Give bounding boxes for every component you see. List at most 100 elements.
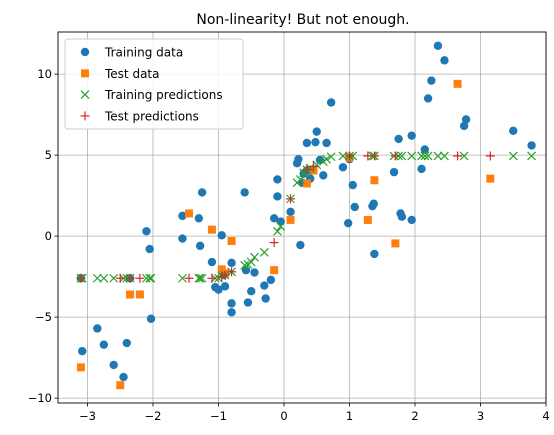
marker-stroke xyxy=(322,154,331,164)
test-data-point xyxy=(453,79,462,88)
training-predictions-point xyxy=(508,151,518,161)
training-predictions-point xyxy=(312,160,322,170)
training-data-point xyxy=(459,121,469,131)
y-tick-label: 5 xyxy=(45,148,52,162)
marker-stroke xyxy=(417,151,426,161)
training-predictions-point xyxy=(407,151,417,161)
training-data-point xyxy=(214,285,223,294)
marker-stroke xyxy=(433,151,443,161)
test-data-point xyxy=(370,176,379,185)
test-predictions-point xyxy=(485,151,495,161)
training-data-point xyxy=(440,56,449,65)
training-data-point xyxy=(93,324,102,333)
training-data-point xyxy=(527,141,536,150)
marker-stroke xyxy=(508,151,518,161)
y-tick-label: 10 xyxy=(37,67,52,81)
marker-stroke xyxy=(178,273,187,283)
test-predictions-point xyxy=(369,151,379,161)
test-data-point xyxy=(363,215,372,224)
training-data-point xyxy=(322,138,331,148)
training-data-point xyxy=(227,308,236,317)
legend-marker xyxy=(80,47,90,57)
test-predictions-point xyxy=(302,165,312,175)
marker-stroke xyxy=(407,151,417,161)
training-data-point xyxy=(197,188,207,197)
training-data-point xyxy=(407,215,416,225)
training-data-point xyxy=(250,268,259,277)
training-data-point xyxy=(260,281,269,290)
test-data-point xyxy=(227,236,236,245)
training-predictions-point xyxy=(433,151,443,161)
training-data-point xyxy=(394,134,403,144)
training-data-point xyxy=(178,211,187,221)
training-data-point xyxy=(217,231,226,240)
training-data-point xyxy=(227,258,236,268)
training-data-point xyxy=(220,282,230,291)
training-data-point xyxy=(370,249,379,259)
training-data-point xyxy=(420,145,430,154)
legend-marker xyxy=(80,111,90,121)
x-tick-label: 2 xyxy=(411,409,418,423)
training-data-point xyxy=(276,217,285,226)
training-data-point xyxy=(286,207,295,217)
training-data-point xyxy=(243,298,253,307)
test-predictions-point xyxy=(286,194,296,204)
y-tick-label: −10 xyxy=(28,391,52,405)
legend-entry: Test predictions xyxy=(80,109,199,123)
test-predictions-point xyxy=(135,273,145,283)
training-predictions-point xyxy=(92,273,102,283)
training-data-point xyxy=(146,314,156,323)
marker-stroke xyxy=(195,273,205,283)
y-tick-label: −5 xyxy=(35,310,52,324)
training-data-point xyxy=(433,41,443,50)
training-data-point xyxy=(389,167,399,177)
y-tick-label: 0 xyxy=(45,229,52,243)
x-tick-label: 4 xyxy=(542,409,549,423)
training-predictions-point xyxy=(195,273,205,283)
x-tick-label: 0 xyxy=(280,409,287,423)
training-predictions-point xyxy=(250,252,259,262)
training-data-point xyxy=(194,214,204,223)
x-tick-label: 1 xyxy=(346,409,353,423)
test-predictions-point xyxy=(227,267,237,277)
training-data-point xyxy=(145,244,154,254)
test-predictions-point xyxy=(308,161,318,171)
training-data-point xyxy=(119,372,128,382)
training-predictions-point xyxy=(420,151,430,161)
training-predictions-point xyxy=(273,226,282,236)
training-data-point xyxy=(348,180,357,190)
training-data-point xyxy=(109,360,118,370)
test-data-point xyxy=(270,266,279,275)
test-predictions-point xyxy=(207,273,217,283)
marker-stroke xyxy=(246,257,256,267)
training-data-point xyxy=(240,188,249,197)
chart-title: Non-linearity! But not enough. xyxy=(196,12,409,28)
marker-stroke xyxy=(250,252,259,262)
training-predictions-point xyxy=(240,260,250,270)
training-predictions-point xyxy=(322,154,331,164)
training-predictions-point xyxy=(459,151,469,161)
training-predictions-point xyxy=(417,151,426,161)
marker-stroke xyxy=(276,221,286,231)
legend-label: Test predictions xyxy=(104,109,199,123)
test-data-point xyxy=(76,363,85,372)
test-data-point xyxy=(217,265,226,274)
training-data-point xyxy=(509,126,518,136)
test-data-point xyxy=(126,290,135,299)
training-data-point xyxy=(296,240,305,250)
test-data-point xyxy=(391,239,400,248)
marker-stroke xyxy=(305,163,315,173)
training-predictions-point xyxy=(194,273,204,283)
training-data-point xyxy=(142,227,151,236)
legend-entry: Test data xyxy=(81,67,159,81)
training-predictions-point xyxy=(145,273,155,283)
training-data-point xyxy=(369,199,378,208)
legend: Training data Test data Training predictio… xyxy=(64,38,244,130)
marker-stroke xyxy=(423,151,433,161)
training-data-point xyxy=(99,340,109,349)
legend-entry: Training predictions xyxy=(80,88,223,102)
training-data-point xyxy=(78,346,87,356)
axes-frame xyxy=(57,31,547,404)
